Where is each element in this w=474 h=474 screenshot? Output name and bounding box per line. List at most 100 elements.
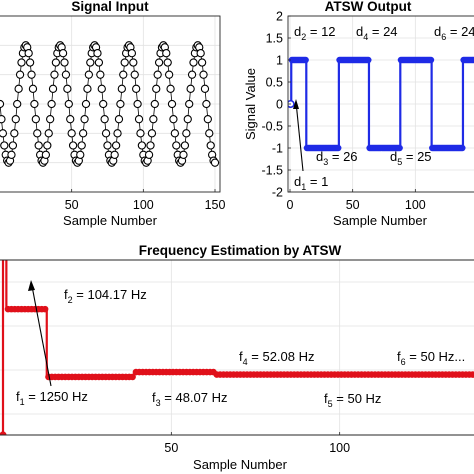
- signal-input-point: [78, 129, 88, 138]
- panel-b-ticks: 0 50 100 -2 -1.5 -1 -0.5 0 0.5 1 1.5 2: [261, 10, 425, 213]
- annotation-f4-sub: 4: [243, 357, 248, 367]
- annotation-f3-sub: 3: [156, 398, 161, 408]
- signal-input-point: [152, 84, 161, 93]
- signal-input-point: [149, 115, 158, 124]
- signal-input-point: [33, 129, 42, 138]
- panel-b-xlabel: Sample Number: [333, 213, 428, 228]
- signal-input-point: [13, 99, 22, 109]
- signal-input-point: [27, 70, 36, 79]
- signal-input-point: [202, 99, 211, 109]
- panel-b-ytick-label: 2: [276, 10, 283, 24]
- signal-input-point: [46, 115, 55, 124]
- signal-input-point: [11, 115, 20, 124]
- signal-input-point: [205, 129, 214, 138]
- signal-input-point: [76, 150, 85, 159]
- signal-input-point: [0, 141, 9, 150]
- panel-a-axes-box: [0, 15, 221, 193]
- signal-input-point: [83, 84, 92, 93]
- signal-input-point: [163, 58, 172, 67]
- signal-input-point: [7, 150, 16, 159]
- signal-input-point: [206, 141, 215, 150]
- annotation-f1-arrow-line: [31, 285, 52, 387]
- panel-c-background: [0, 260, 474, 435]
- annotation-f2-sub: 2: [68, 295, 73, 305]
- panel-c-grid: [0, 260, 474, 435]
- annotation-f6: f6 = 50 Hz...: [397, 349, 465, 367]
- signal-input-point: [60, 58, 69, 67]
- signal-input-point: [0, 99, 5, 109]
- signal-input-point: [66, 115, 75, 124]
- atsw-output-point: [459, 144, 466, 152]
- signal-input-point: [68, 141, 78, 150]
- signal-input-point: [186, 84, 195, 93]
- annotation-f1-arrowhead: [28, 280, 35, 291]
- signal-input-point: [137, 141, 147, 150]
- annotation-d1-arrow-line: [295, 101, 304, 172]
- annotation-d4-value: 24: [383, 24, 397, 39]
- annotation-d5-sub: 5: [397, 157, 402, 167]
- panel-a-plot: [0, 41, 220, 167]
- signal-input-point: [14, 84, 23, 93]
- panel-b-plot: [288, 56, 474, 152]
- signal-input-point: [25, 58, 35, 67]
- signal-input-point: [134, 115, 144, 124]
- annotation-d3-value: 26: [343, 149, 357, 164]
- signal-input-point: [116, 99, 125, 109]
- signal-input-point: [97, 84, 106, 93]
- signal-input-point: [0, 115, 6, 124]
- annotation-f1: f1 = 1250 Hz: [16, 389, 88, 407]
- panel-b-ytick-label: 1.5: [266, 32, 283, 46]
- frequency-estimate-point: [0, 431, 7, 435]
- signal-input-point: [80, 115, 89, 124]
- panel-a-ticks: 50 100 150: [65, 189, 226, 212]
- signal-input-point: [10, 129, 19, 138]
- annotation-f2-value: 104.17 Hz: [87, 287, 146, 302]
- atsw-output-point: [335, 144, 342, 152]
- signal-input-point: [150, 99, 159, 109]
- signal-input-point: [61, 70, 71, 79]
- annotation-f3: f3 = 48.07 Hz: [152, 390, 228, 408]
- annotation-d2-value: 12: [321, 24, 335, 39]
- signal-input-point: [167, 99, 177, 109]
- panel-c-xtick-label: 50: [164, 441, 178, 455]
- signal-input-point: [187, 70, 197, 79]
- signal-input-point: [50, 70, 59, 79]
- signal-input-point: [136, 129, 145, 138]
- panel-b-ytick-label: -1.5: [261, 164, 283, 178]
- panel-b-xtick-label: 0: [287, 198, 294, 212]
- annotation-f2: f2 = 104.17 Hz: [64, 287, 147, 305]
- signal-input-point: [86, 58, 95, 67]
- signal-input-point: [130, 70, 139, 79]
- annotation-f4-value: 52.08 Hz: [262, 349, 314, 364]
- panel-c-xlabel: Sample Number: [193, 457, 288, 472]
- panel-c-ticks: 50 100: [164, 432, 350, 455]
- panel-c-xtick-label: 100: [329, 441, 350, 455]
- signal-input-point: [132, 84, 141, 93]
- signal-input-point: [113, 129, 122, 138]
- panel-a-xtick-label: 150: [205, 198, 226, 212]
- panel-a-xtick-label: 50: [65, 198, 79, 212]
- annotation-f3-value: 48.07 Hz: [175, 390, 227, 405]
- signal-input-point: [67, 129, 76, 138]
- signal-input-point: [43, 141, 52, 150]
- signal-input-point: [153, 70, 162, 79]
- frequency-estimate-point: [41, 305, 49, 313]
- signal-input-point: [34, 141, 43, 150]
- panel-b-xtick-label: 50: [346, 198, 360, 212]
- signal-input-point: [154, 58, 164, 67]
- panel-b-ytick-label: -2: [272, 186, 283, 200]
- signal-input-point: [100, 115, 109, 124]
- signal-input-point: [183, 115, 192, 124]
- frequency-estimate-point: [469, 371, 474, 378]
- annotation-d4-sub: 4: [363, 32, 368, 42]
- signal-input-point: [127, 49, 137, 58]
- signal-input-point: [111, 141, 121, 150]
- panel-b-ytick-label: 0.5: [266, 76, 283, 90]
- atsw-output-point: [427, 56, 435, 64]
- signal-input-point: [129, 58, 138, 67]
- signal-input-point: [120, 58, 129, 67]
- signal-input-point: [44, 129, 53, 138]
- signal-input-point: [41, 150, 51, 159]
- panel-b-ytick-label: 0: [276, 98, 283, 112]
